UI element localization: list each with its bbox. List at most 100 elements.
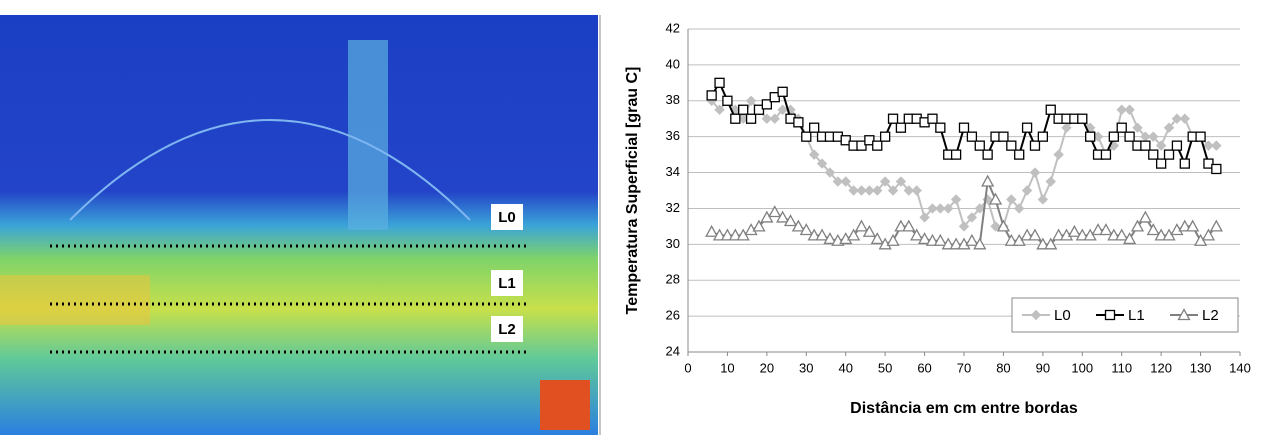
y-tick-label: 40: [666, 56, 680, 71]
label-box: [491, 270, 523, 296]
marker: [1179, 113, 1191, 124]
y-tick-label: 26: [666, 308, 680, 323]
marker: [1163, 122, 1175, 133]
marker: [1171, 140, 1183, 151]
marker: [966, 131, 978, 142]
marker: [840, 135, 851, 146]
marker: [965, 233, 979, 246]
marker: [1045, 176, 1056, 187]
marker: [982, 149, 993, 160]
series: [705, 174, 1223, 250]
marker: [911, 185, 922, 196]
image-label: L0: [498, 209, 516, 226]
x-tick-label: 130: [1190, 360, 1212, 375]
x-tick-label: 80: [996, 360, 1010, 375]
marker: [1006, 194, 1017, 205]
marker: [1155, 158, 1167, 169]
marker: [1006, 140, 1017, 151]
marker: [1067, 224, 1081, 237]
marker: [832, 176, 844, 187]
marker: [887, 113, 899, 124]
marker: [1148, 149, 1159, 160]
marker: [1171, 113, 1183, 124]
marker: [1013, 203, 1025, 214]
marker: [1053, 149, 1064, 160]
marker: [1148, 131, 1159, 142]
image-post: [348, 40, 388, 230]
legend-label: L0: [1054, 307, 1071, 324]
marker: [840, 176, 851, 187]
marker: [1021, 185, 1033, 196]
marker: [879, 131, 891, 142]
y-tick-label: 38: [666, 92, 680, 107]
marker: [1211, 163, 1222, 175]
marker: [1028, 228, 1042, 241]
marker: [1163, 149, 1175, 160]
label-box: [491, 316, 523, 342]
series-line: [711, 177, 1218, 246]
marker: [1020, 228, 1034, 241]
marker: [1045, 104, 1056, 115]
marker: [1116, 104, 1127, 115]
marker: [941, 237, 955, 250]
marker: [910, 228, 924, 241]
marker: [870, 232, 884, 245]
marker: [1037, 131, 1049, 142]
marker: [1203, 140, 1214, 151]
legend-label: L1: [1128, 307, 1145, 324]
marker: [791, 219, 805, 232]
marker: [738, 104, 749, 115]
marker: [935, 203, 946, 214]
x-axis-title: Distância em cm entre bordas: [850, 400, 1078, 417]
x-tick-label: 100: [1071, 360, 1093, 375]
marker: [1203, 158, 1214, 169]
x-tick-label: 140: [1229, 360, 1251, 375]
marker: [1014, 149, 1025, 160]
marker: [793, 117, 804, 128]
marker: [917, 232, 932, 245]
marker: [903, 185, 915, 196]
marker: [1211, 140, 1222, 151]
marker: [1178, 219, 1192, 232]
marker: [872, 140, 883, 151]
x-tick-label: 110: [1111, 360, 1132, 375]
marker: [872, 185, 883, 196]
marker: [862, 224, 876, 237]
marker: [722, 95, 733, 106]
marker: [1124, 131, 1135, 142]
marker: [974, 203, 985, 214]
marker: [1179, 158, 1190, 169]
marker: [1154, 228, 1168, 241]
image-arc: [69, 119, 471, 221]
marker: [966, 212, 978, 223]
marker: [816, 158, 828, 169]
marker: [1124, 104, 1135, 115]
marker: [1107, 228, 1121, 241]
image-hot: [0, 275, 150, 325]
marker: [1061, 122, 1072, 133]
marker: [712, 228, 727, 241]
marker: [714, 104, 725, 115]
marker: [854, 219, 869, 232]
marker: [1044, 237, 1058, 250]
marker: [761, 113, 773, 124]
marker: [981, 174, 995, 187]
marker: [1146, 223, 1160, 236]
y-axis-title: Temperatura Superficial [grau C]: [624, 67, 641, 315]
marker: [1030, 309, 1042, 321]
marker: [1123, 232, 1137, 245]
marker: [902, 219, 916, 232]
marker: [752, 219, 766, 232]
marker: [1075, 228, 1089, 241]
marker: [943, 203, 954, 214]
marker: [1108, 131, 1119, 142]
marker: [1177, 308, 1191, 321]
marker: [1209, 219, 1223, 232]
marker: [886, 233, 900, 246]
marker: [823, 232, 837, 245]
y-tick-label: 42: [666, 20, 680, 35]
marker: [848, 185, 859, 196]
x-tick-label: 70: [957, 360, 971, 375]
marker: [919, 212, 930, 223]
